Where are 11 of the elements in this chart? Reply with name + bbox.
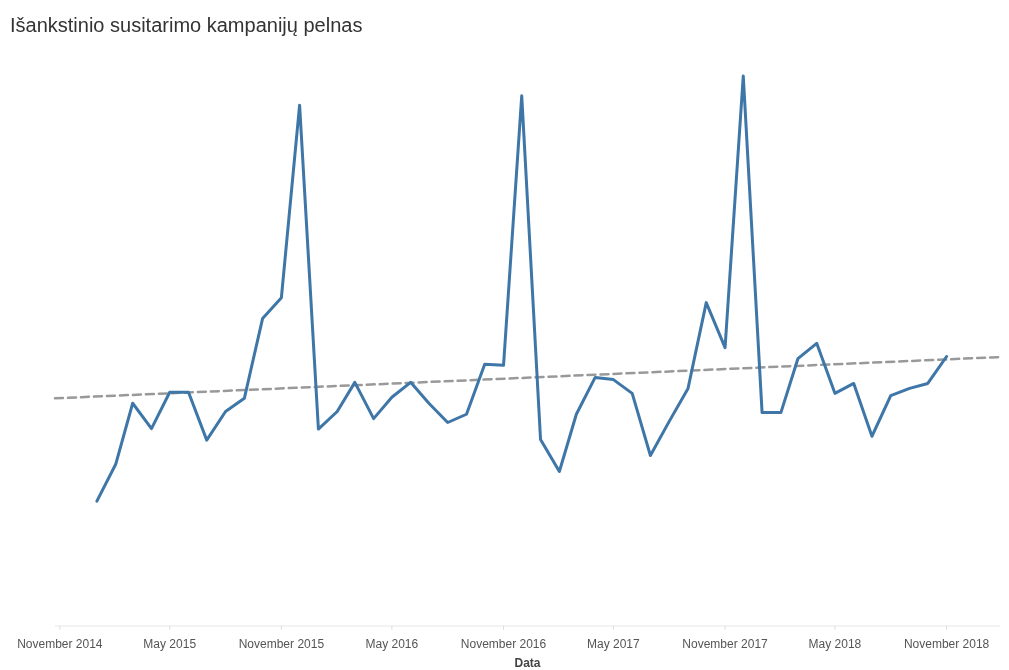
- x-tick-label: November 2016: [460, 637, 547, 651]
- x-tick-label: May 2018: [808, 637, 862, 651]
- x-tick-label: May 2017: [587, 637, 641, 651]
- x-axis-title: Data: [514, 656, 541, 670]
- x-tick-label: November 2017: [682, 637, 769, 651]
- x-tick-label: May 2015: [143, 637, 197, 651]
- x-tick-label: May 2016: [365, 637, 419, 651]
- x-tick-label: November 2014: [17, 637, 103, 651]
- x-tick-label: November 2015: [238, 637, 325, 651]
- x-tick-label: November 2018: [903, 637, 990, 651]
- chart-title: Išankstinio susitarimo kampanijų pelnas: [10, 14, 363, 36]
